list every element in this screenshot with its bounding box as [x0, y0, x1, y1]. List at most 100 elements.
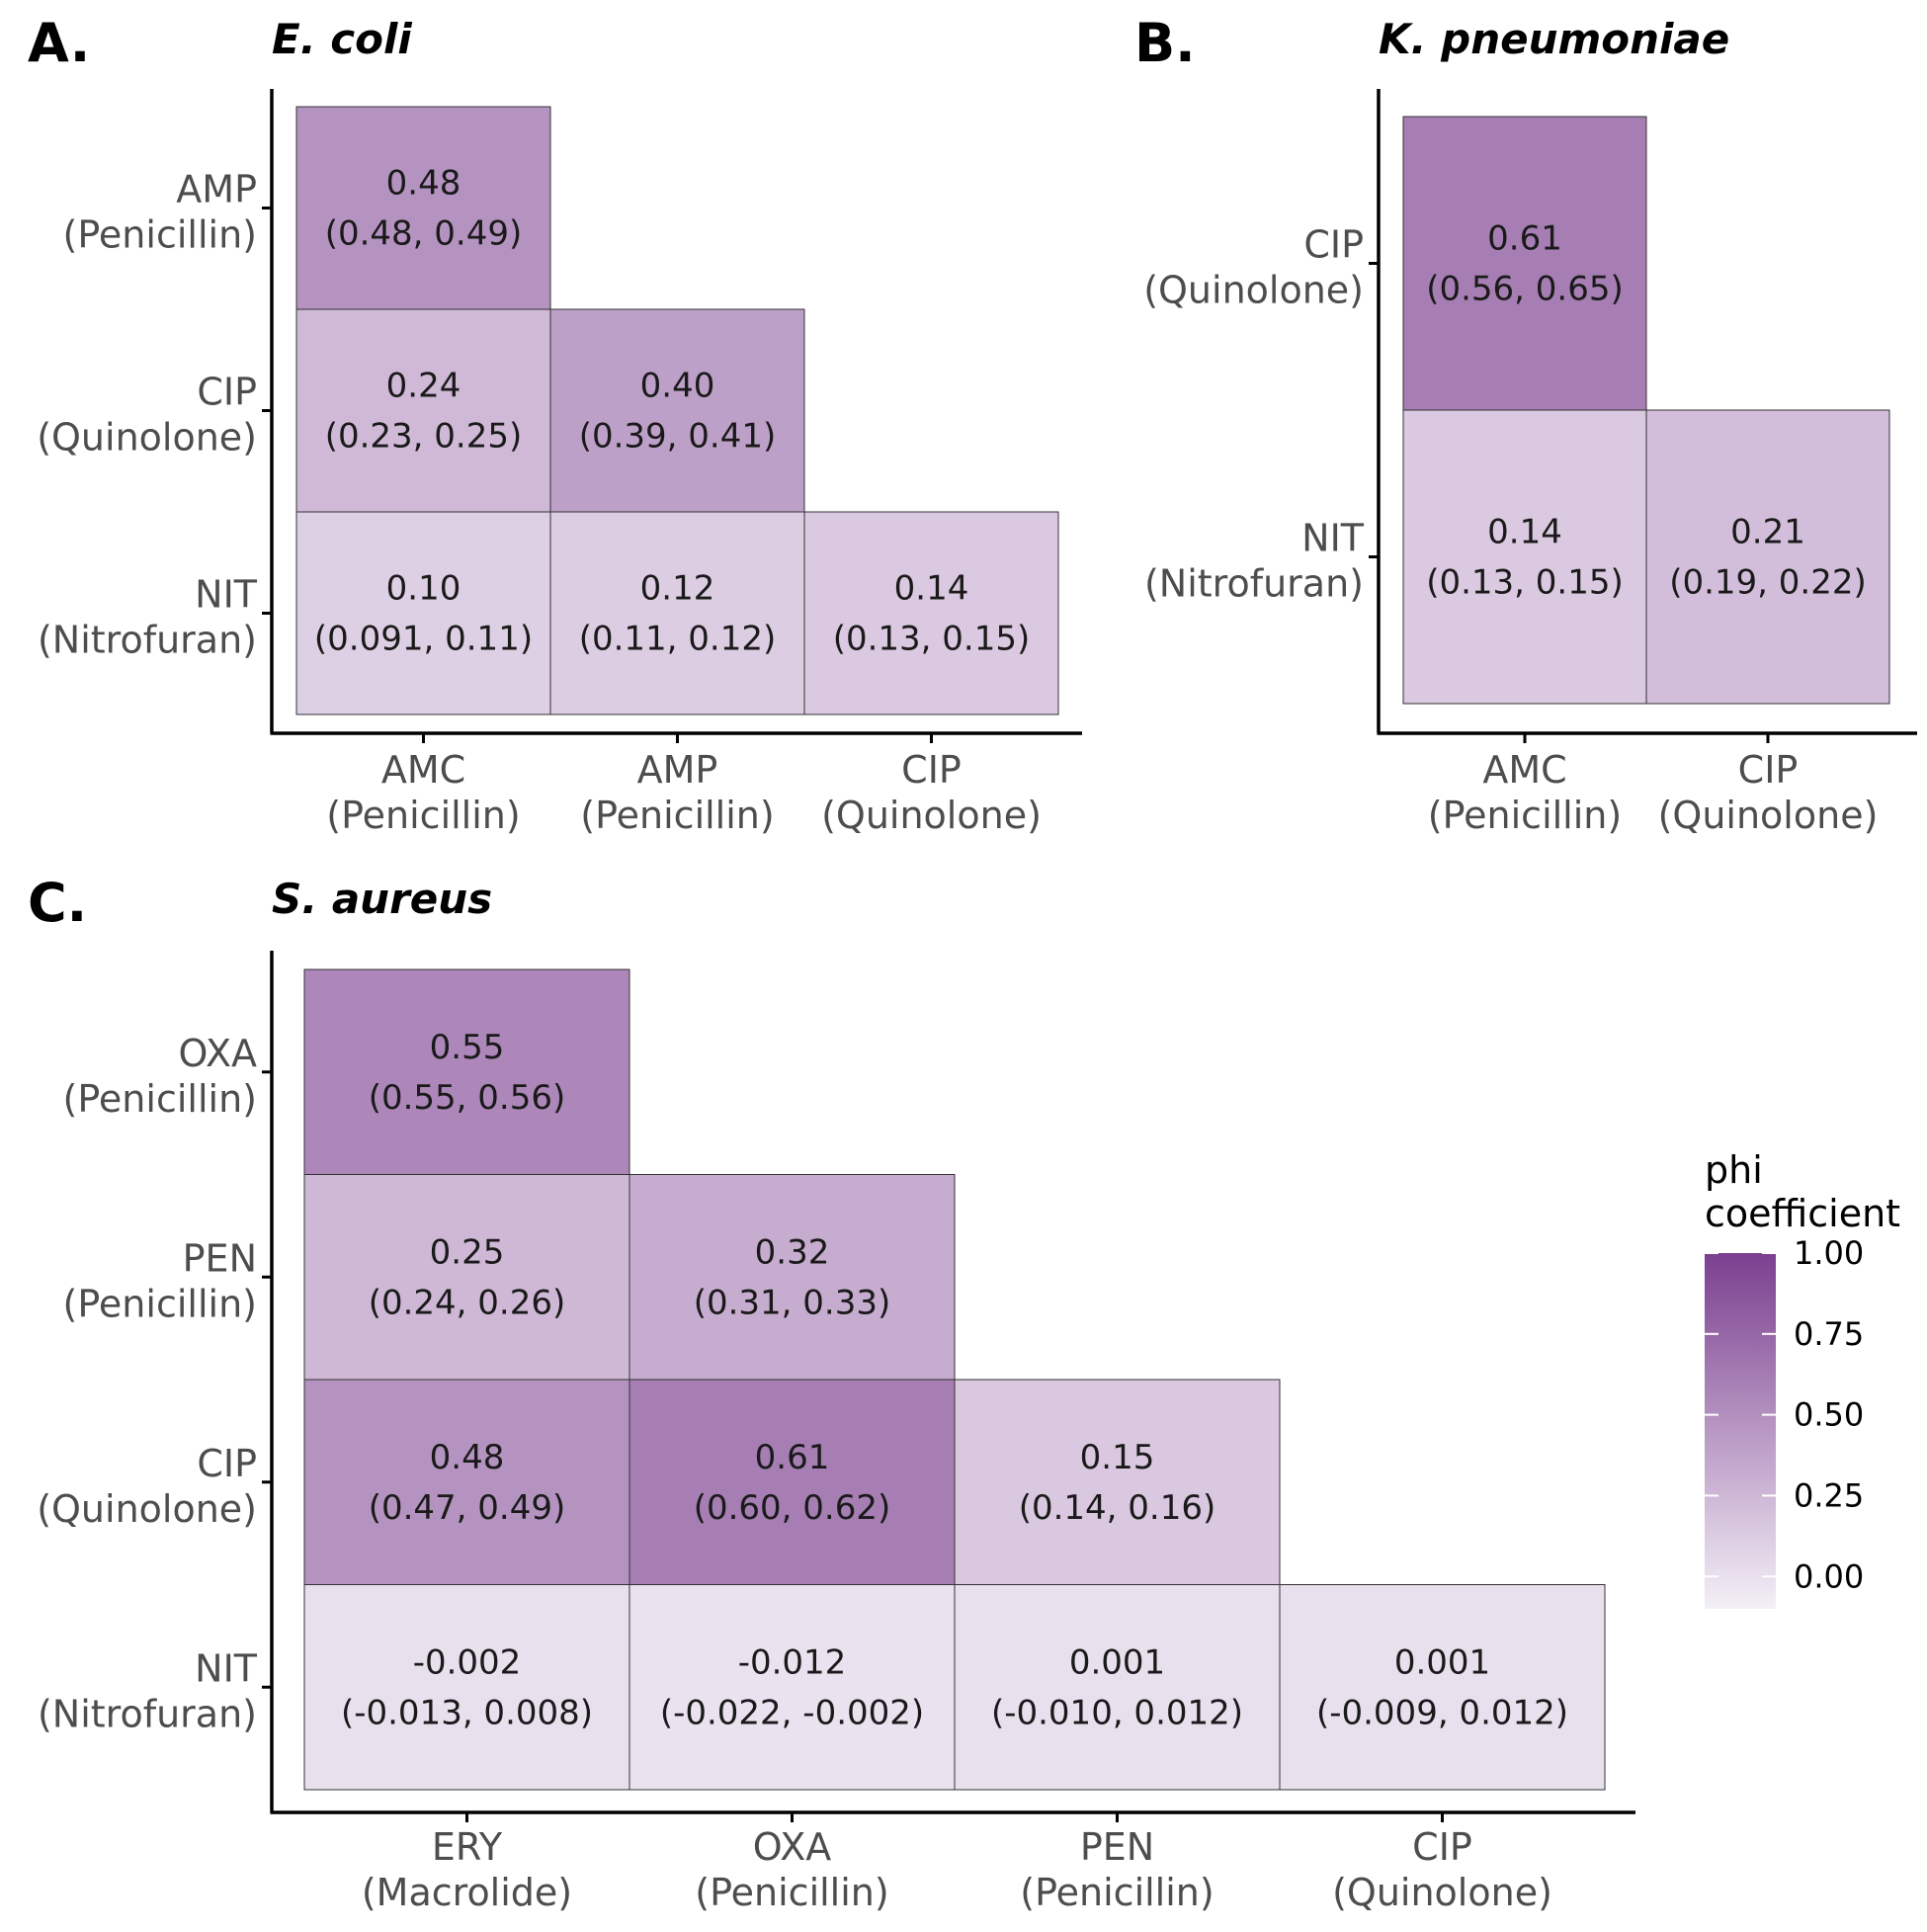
x-tick-sublabel: (Penicillin)	[1428, 794, 1622, 837]
cell-value-label: 0.61	[755, 1438, 830, 1477]
y-tick-label: NIT	[195, 1646, 258, 1690]
x-tick-label: AMC	[381, 748, 465, 792]
x-tick-sublabel: (Quinolone)	[1658, 794, 1879, 837]
heatmap-cell	[295, 308, 551, 513]
heatmap-cell	[295, 106, 551, 310]
heatmap-panel-1: B. K. pneumoniae 0.61 (0.56, 0.65) 0.14 (0.13…	[1134, 12, 1917, 837]
x-tick-sublabel: (Penicillin)	[326, 794, 520, 837]
panel-title: K. pneumoniae	[1379, 15, 1729, 63]
heatmap-cell	[628, 1584, 956, 1791]
legend-title: phi	[1705, 1148, 1763, 1192]
cell-value-label: 0.32	[755, 1232, 830, 1272]
legend-tick-label: 0.75	[1794, 1315, 1864, 1353]
y-tick-sublabel: (Penicillin)	[63, 213, 257, 257]
x-tick-sublabel: (Quinolone)	[1332, 1871, 1552, 1914]
heatmap-cell	[1279, 1584, 1606, 1791]
y-tick-label: NIT	[1301, 517, 1365, 560]
heatmap-cell	[954, 1584, 1281, 1791]
y-tick-sublabel: (Nitrofuran)	[38, 1692, 257, 1735]
y-tick-sublabel: (Penicillin)	[63, 1282, 257, 1325]
cell-value-label: -0.002	[413, 1642, 522, 1682]
heatmap-panel-2: C. S. aureus 0.55 (0.55, 0.56) 0.25 (0.24, 0.…	[28, 872, 1635, 1914]
heatmap-cell	[303, 1379, 630, 1585]
cell-ci-label: (0.39, 0.41)	[579, 417, 777, 457]
cell-ci-label: (0.55, 0.56)	[369, 1078, 566, 1118]
heatmap-cell	[803, 511, 1059, 715]
y-tick-sublabel: (Quinolone)	[37, 1487, 257, 1531]
y-tick-sublabel: (Quinolone)	[37, 416, 257, 460]
heatmap-cell	[1402, 409, 1647, 705]
panel-letter: C.	[28, 872, 87, 934]
cell-value-label: 0.55	[430, 1028, 505, 1067]
cell-ci-label: (0.11, 0.12)	[579, 620, 777, 659]
y-tick-label: CIP	[1303, 223, 1364, 267]
cell-ci-label: (0.13, 0.15)	[833, 620, 1031, 659]
x-tick-sublabel: (Macrolide)	[362, 1871, 572, 1914]
legend-tick-label: 1.00	[1794, 1234, 1864, 1272]
heatmap-cell	[1402, 116, 1647, 411]
x-tick-sublabel: (Penicillin)	[580, 794, 774, 837]
y-tick-label: OXA	[178, 1032, 257, 1075]
cell-ci-label: (0.14, 0.16)	[1019, 1488, 1216, 1528]
cell-ci-label: (0.48, 0.49)	[325, 214, 523, 254]
heatmap-cell	[295, 511, 551, 715]
heatmap-cell	[1645, 409, 1890, 705]
cell-ci-label: (0.19, 0.22)	[1669, 563, 1867, 603]
cell-value-label: 0.15	[1080, 1438, 1155, 1477]
y-tick-sublabel: (Penicillin)	[63, 1077, 257, 1121]
legend-title: coefficient	[1705, 1192, 1900, 1235]
heatmap-cell	[303, 1174, 630, 1381]
panel-title: E. coli	[272, 15, 412, 63]
panel-letter: A.	[28, 12, 90, 74]
cell-ci-label: (0.60, 0.62)	[694, 1488, 891, 1528]
x-tick-label: AMP	[637, 748, 718, 792]
x-tick-label: OXA	[753, 1825, 832, 1869]
cell-value-label: 0.61	[1487, 219, 1562, 259]
cell-value-label: 0.14	[894, 569, 969, 609]
x-tick-label: ERY	[432, 1825, 503, 1869]
heatmap-panel-0: A. E. coli 0.48 (0.48, 0.49) 0.24 (0.23, 0.25…	[28, 12, 1082, 837]
cell-value-label: 0.21	[1730, 513, 1805, 552]
cell-value-label: -0.012	[738, 1642, 847, 1682]
cell-ci-label: (-0.009, 0.012)	[1316, 1693, 1568, 1732]
y-tick-label: CIP	[197, 1442, 257, 1485]
heatmap-cell	[549, 308, 805, 513]
cell-ci-label: (-0.022, -0.002)	[660, 1693, 924, 1732]
heatmap-cell	[628, 1174, 956, 1381]
heatmap-cell	[954, 1379, 1281, 1585]
cell-ci-label: (0.56, 0.65)	[1426, 270, 1624, 309]
cell-ci-label: (-0.010, 0.012)	[991, 1693, 1243, 1732]
cell-value-label: 0.12	[640, 569, 715, 609]
cell-ci-label: (0.24, 0.26)	[369, 1283, 566, 1322]
cell-ci-label: (-0.013, 0.008)	[341, 1693, 593, 1732]
y-tick-sublabel: (Nitrofuran)	[38, 619, 257, 662]
cell-ci-label: (0.31, 0.33)	[694, 1283, 891, 1322]
x-tick-label: CIP	[1412, 1825, 1472, 1869]
x-tick-label: PEN	[1080, 1825, 1154, 1869]
heatmap-cell	[303, 1584, 630, 1791]
y-tick-label: PEN	[183, 1236, 257, 1280]
legend-tick-label: 0.00	[1794, 1557, 1864, 1595]
cell-value-label: 0.001	[1069, 1642, 1165, 1682]
panel-letter: B.	[1134, 12, 1196, 74]
cell-ci-label: (0.091, 0.11)	[314, 620, 533, 659]
y-tick-sublabel: (Quinolone)	[1143, 269, 1364, 312]
cell-value-label: 0.10	[386, 569, 461, 609]
cell-value-label: 0.001	[1394, 1642, 1490, 1682]
cell-value-label: 0.40	[640, 367, 715, 406]
legend-tick-label: 0.25	[1794, 1476, 1864, 1514]
x-tick-sublabel: (Penicillin)	[1020, 1871, 1214, 1914]
legend-tick-label: 0.50	[1794, 1396, 1864, 1434]
y-tick-label: AMP	[176, 168, 257, 211]
cell-ci-label: (0.47, 0.49)	[369, 1488, 566, 1528]
x-tick-label: CIP	[1738, 748, 1799, 792]
legend-colorbar	[1705, 1253, 1776, 1609]
cell-value-label: 0.24	[386, 367, 461, 406]
x-tick-label: CIP	[901, 748, 962, 792]
heatmap-cell	[303, 968, 630, 1175]
y-tick-label: CIP	[197, 371, 257, 414]
cell-value-label: 0.48	[430, 1438, 505, 1477]
